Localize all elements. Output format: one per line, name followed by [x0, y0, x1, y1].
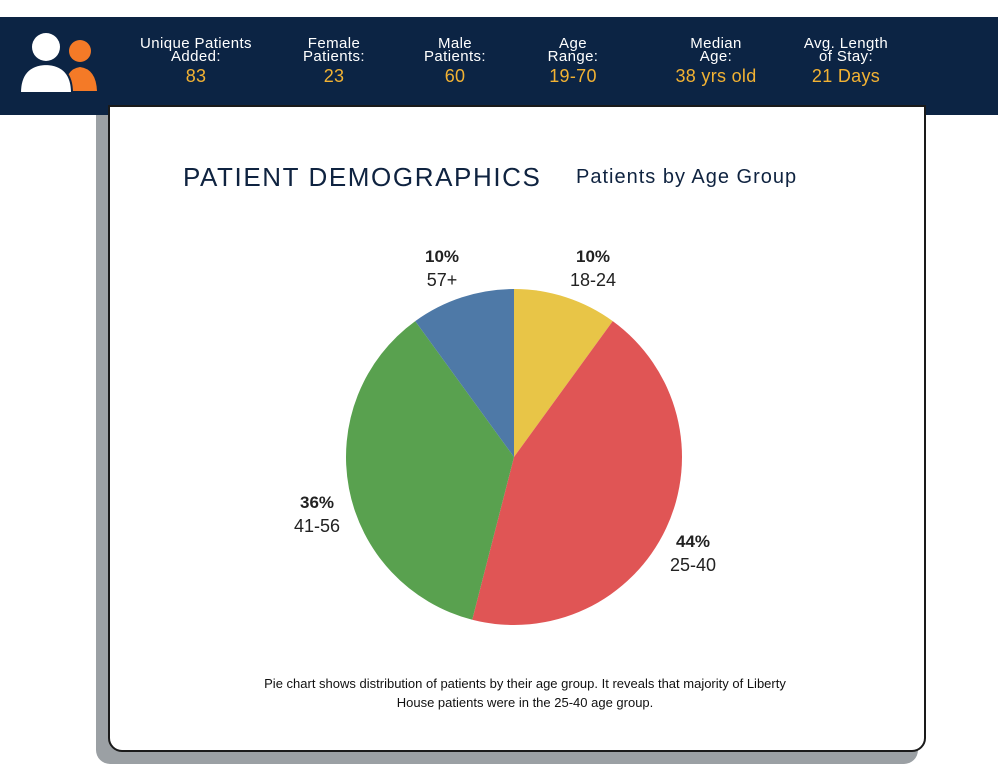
slice-category-label: 57+ — [426, 270, 458, 290]
stat-label: Median Age: — [690, 35, 742, 65]
stat-female-patients: Female Patients: 23 — [259, 35, 409, 86]
stat-label: Avg. Length of Stay: — [803, 35, 889, 65]
stat-male-patients: Male Patients: 60 — [380, 35, 530, 86]
slice-category-label: 25-40 — [669, 555, 717, 575]
pie-slice-57plus — [415, 289, 514, 457]
slice-percent-label: 10% — [575, 247, 611, 266]
users-icon — [18, 33, 97, 94]
slice-category-label: 18-24 — [569, 270, 617, 290]
slice-percent-label: 44% — [675, 532, 711, 551]
stat-value: 21 Days — [811, 66, 881, 86]
stat-label: Unique Patients Added: — [140, 35, 252, 65]
chart-title: PATIENT DEMOGRAPHICS — [183, 162, 542, 192]
pie-slice-18-24 — [514, 289, 613, 457]
slice-category-label: 41-56 — [293, 516, 341, 536]
chart-caption: Pie chart shows distribution of patients… — [264, 676, 786, 710]
header-bar: Unique Patients Added: 83 Female Patient… — [0, 17, 998, 115]
stat-value: 38 yrs old — [675, 66, 757, 86]
stat-avg-length-of-stay: Avg. Length of Stay: 21 Days — [771, 35, 921, 86]
pie-slice-25-40 — [472, 321, 683, 625]
stat-unique-patients: Unique Patients Added: 83 — [121, 35, 271, 86]
slice-label: 36% 41-56 — [272, 492, 362, 538]
slice-percent-label: 10% — [424, 247, 460, 266]
stat-label: Male Patients: — [424, 35, 486, 65]
chart-subtitle: Patients by Age Group — [576, 166, 798, 188]
stat-label: Female Patients: — [303, 35, 365, 65]
slice-percent-label: 36% — [299, 493, 335, 512]
stat-age-range: Age Range: 19-70 — [498, 35, 648, 86]
stat-median-age: Median Age: 38 yrs old — [641, 35, 791, 86]
stat-label: Age Range: — [547, 35, 599, 65]
stat-value: 23 — [323, 66, 345, 86]
stat-value: 60 — [444, 66, 466, 86]
slice-label: 10% 57+ — [397, 246, 487, 292]
stat-value: 19-70 — [549, 66, 597, 86]
pie-slice-41-56 — [346, 321, 514, 620]
slice-label: 44% 25-40 — [648, 531, 738, 577]
slice-label: 10% 18-24 — [548, 246, 638, 292]
stat-value: 83 — [185, 66, 207, 86]
